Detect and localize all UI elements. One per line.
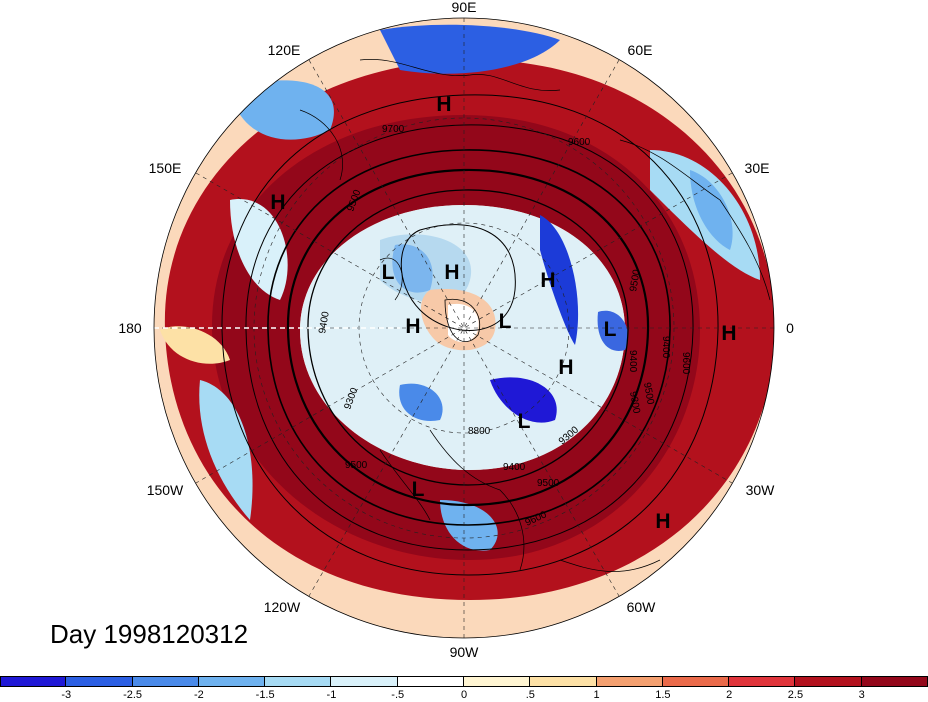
high-pressure-marker: H	[540, 269, 555, 292]
coastlines	[299, 58, 771, 572]
low-pressure-marker: L	[412, 478, 425, 501]
low-pressure-marker: L	[499, 310, 512, 333]
high-pressure-marker: H	[444, 261, 459, 284]
colorbar-swatch	[265, 676, 332, 687]
lon-label-120e: 120E	[268, 42, 301, 58]
colorbar-swatch	[662, 676, 730, 687]
contour-label: 9400	[317, 310, 332, 334]
high-pressure-marker: H	[436, 93, 451, 116]
colorbar-tick-label: 3	[858, 689, 865, 701]
lon-label-30e: 30E	[745, 160, 770, 176]
map-boundary	[153, 17, 775, 639]
colorbar-tick-label: -.5	[391, 689, 405, 701]
colorbar: -3 -2.5 -2 -1.5 -1 -.5 0 .5 1 1.5 2 2.5 3	[0, 676, 928, 702]
colorbar-tick-label: -1.5	[255, 689, 275, 701]
colorbar-tick-label: 1.5	[655, 689, 671, 701]
colorbar-tick-label: 0	[460, 689, 468, 701]
contour-label: 9500	[641, 382, 656, 406]
colorbar-tick-label: -1	[326, 689, 337, 701]
colorbar-swatch	[0, 676, 67, 687]
lon-label-150w: 150W	[147, 482, 184, 498]
high-pressure-marker: H	[405, 315, 420, 338]
contour-label: 9400	[660, 336, 671, 359]
lon-label-90w: 90W	[450, 644, 480, 660]
height-contours	[221, 94, 719, 576]
day-label: Day 1998120312	[50, 619, 249, 649]
colorbar-swatch	[198, 676, 266, 687]
colorbar-swatch	[861, 676, 928, 687]
contour-label: 9400	[627, 350, 638, 373]
colorbar-swatch	[331, 676, 398, 687]
colorbar-tick-label: 2.5	[787, 689, 804, 701]
high-pressure-marker: H	[721, 322, 736, 345]
colorbar-swatch	[596, 676, 663, 687]
contour-label: 9500	[628, 268, 643, 292]
contour-label: 9600	[568, 137, 591, 148]
contour-label: 9500	[537, 478, 560, 489]
contour-label: 8800	[468, 426, 491, 437]
colorbar-swatch	[66, 676, 133, 687]
lon-label-60w: 60W	[627, 599, 657, 615]
contour-label: 9700	[382, 124, 405, 135]
lon-label-180: 180	[118, 320, 142, 336]
colorbar-tick-label: -2	[193, 689, 204, 701]
colorbar-swatch	[397, 676, 464, 687]
lon-label-0: 0	[786, 320, 794, 336]
blue-anomaly-east	[540, 215, 579, 345]
contour-label: 9400	[503, 462, 526, 473]
lon-label-120w: 120W	[264, 599, 301, 615]
low-pressure-marker: L	[518, 410, 531, 433]
colorbar-tick-label: -2.5	[123, 689, 143, 701]
colorbar-swatch	[464, 676, 531, 687]
polar-map: 90E 60E 30E 0 30W 60W 90W 120W 150W 180 …	[118, 0, 794, 660]
colorbar-tick-label: 1	[593, 689, 600, 701]
colorbar-tick-label: -3	[61, 689, 72, 701]
low-pressure-marker: L	[604, 318, 617, 341]
colorbar-swatch	[795, 676, 862, 687]
blue-anomaly-north	[380, 24, 560, 74]
lon-label-150e: 150E	[149, 160, 182, 176]
contour-label: 9300	[627, 391, 642, 415]
contour-label: 9600	[680, 352, 691, 375]
colorbar-tick-label: .5	[525, 689, 535, 701]
lon-label-30w: 30W	[746, 482, 776, 498]
colorbar-swatch	[530, 676, 597, 687]
colorbar-tick-label: 2	[726, 689, 733, 701]
high-pressure-marker: H	[655, 510, 670, 533]
low-pressure-marker: L	[382, 261, 395, 284]
high-pressure-marker: H	[558, 356, 573, 379]
contour-label: 9500	[345, 460, 368, 471]
lon-label-60e: 60E	[628, 42, 653, 58]
lon-label-90e: 90E	[452, 0, 477, 15]
colorbar-swatch	[132, 676, 199, 687]
colorbar-swatch	[729, 676, 796, 687]
high-pressure-marker: H	[270, 191, 285, 214]
